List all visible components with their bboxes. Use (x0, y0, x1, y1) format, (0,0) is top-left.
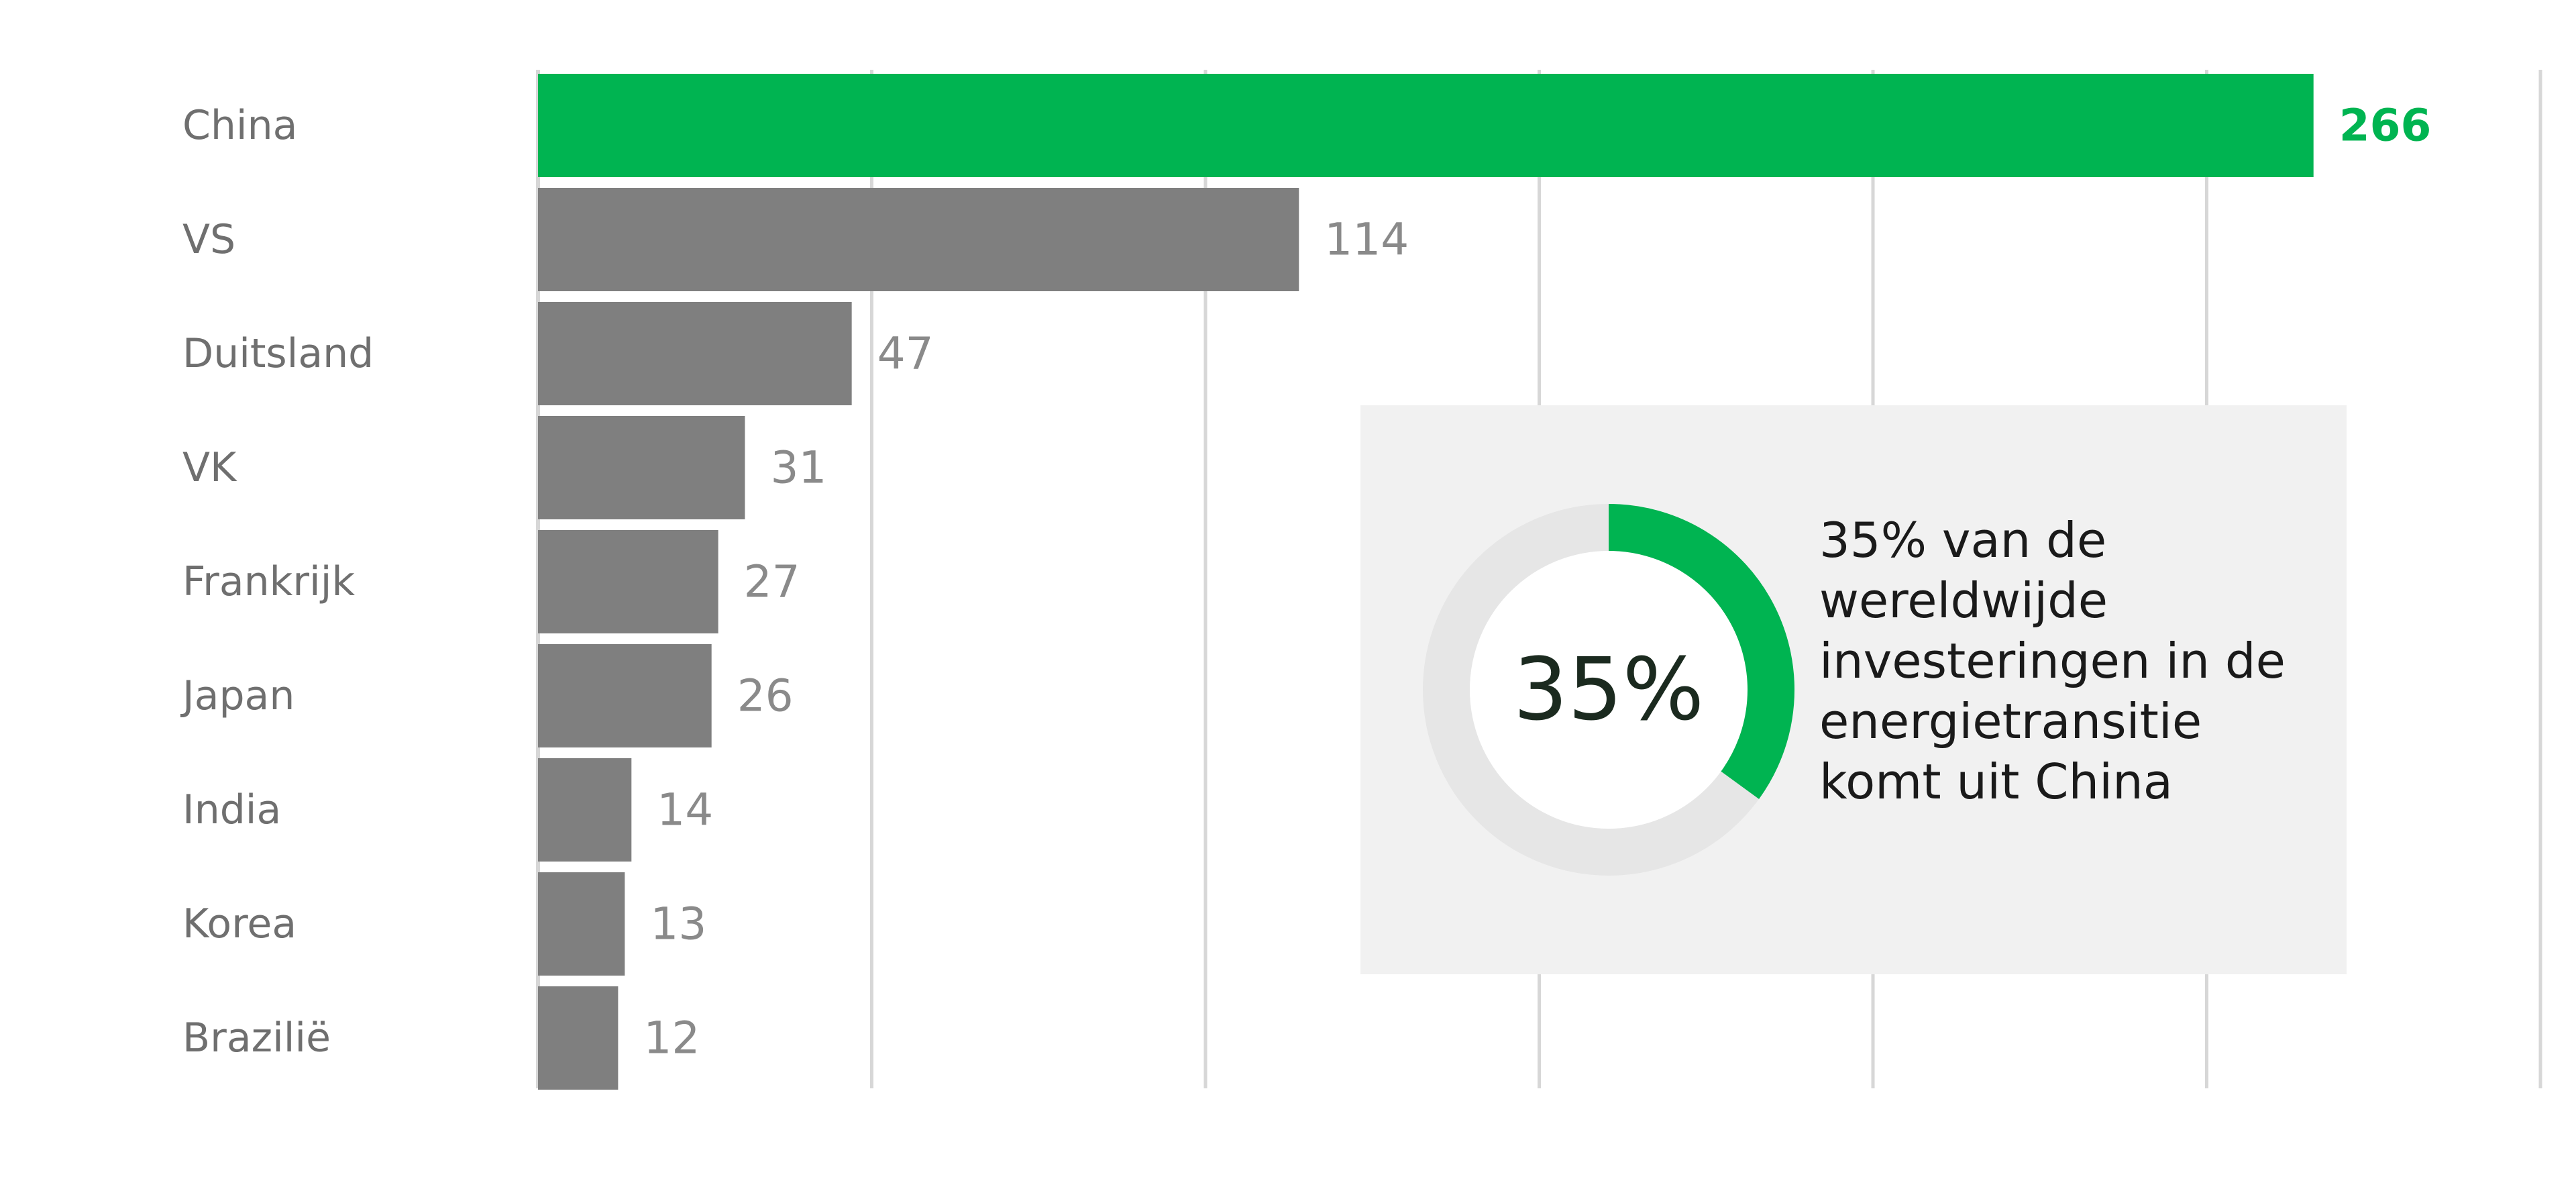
category-labels: China VS Duitsland VK Frankrijk Japan India Kor… (180, 102, 374, 1061)
bar-duitsland (538, 302, 852, 405)
value-label: 26 (737, 670, 794, 722)
category-label: Japan (180, 672, 294, 719)
value-label: 266 (2339, 100, 2432, 152)
bars (538, 74, 2314, 1090)
callout-text-line-4: energietransitie (1819, 693, 2202, 749)
donut-progress-arc (1608, 504, 1794, 799)
category-label: Duitsland (182, 330, 374, 377)
bar-vk (538, 416, 745, 519)
bar-china (538, 74, 2314, 177)
bar-india (538, 758, 632, 862)
value-label: 13 (650, 898, 706, 950)
callout-text-line-3: investeringen in de (1819, 633, 2286, 689)
value-label: 31 (770, 442, 826, 494)
bar-japan (538, 644, 712, 747)
value-label: 114 (1324, 214, 1409, 266)
category-label: China (182, 102, 297, 149)
bar-brazili- (538, 986, 619, 1090)
category-label: VS (182, 216, 235, 263)
category-label: India (182, 786, 281, 833)
value-label: 27 (744, 556, 800, 608)
donut-percent-label: 35% (1513, 640, 1705, 740)
value-label: 12 (643, 1013, 700, 1064)
callout-text-line-5: komt uit China (1819, 754, 2173, 810)
callout-panel: 35% 35% van de wereldwijde investeringen… (1360, 405, 2347, 974)
callout-text-line-2: wereldwijde (1819, 572, 2108, 629)
bar-frankrijk (538, 530, 718, 633)
value-label: 14 (657, 784, 713, 836)
donut-center (1470, 551, 1748, 829)
bar-korea (538, 872, 625, 976)
value-labels: 266 114 47 31 27 26 14 13 12 (643, 100, 2431, 1064)
callout-text-line-1: 35% van de (1819, 512, 2106, 568)
bar-vs (538, 188, 1299, 291)
category-label: Frankrijk (182, 558, 355, 605)
category-label: Brazilië (182, 1015, 331, 1061)
value-label: 47 (877, 328, 934, 380)
category-label: VK (182, 444, 237, 491)
category-label: Korea (182, 900, 297, 947)
